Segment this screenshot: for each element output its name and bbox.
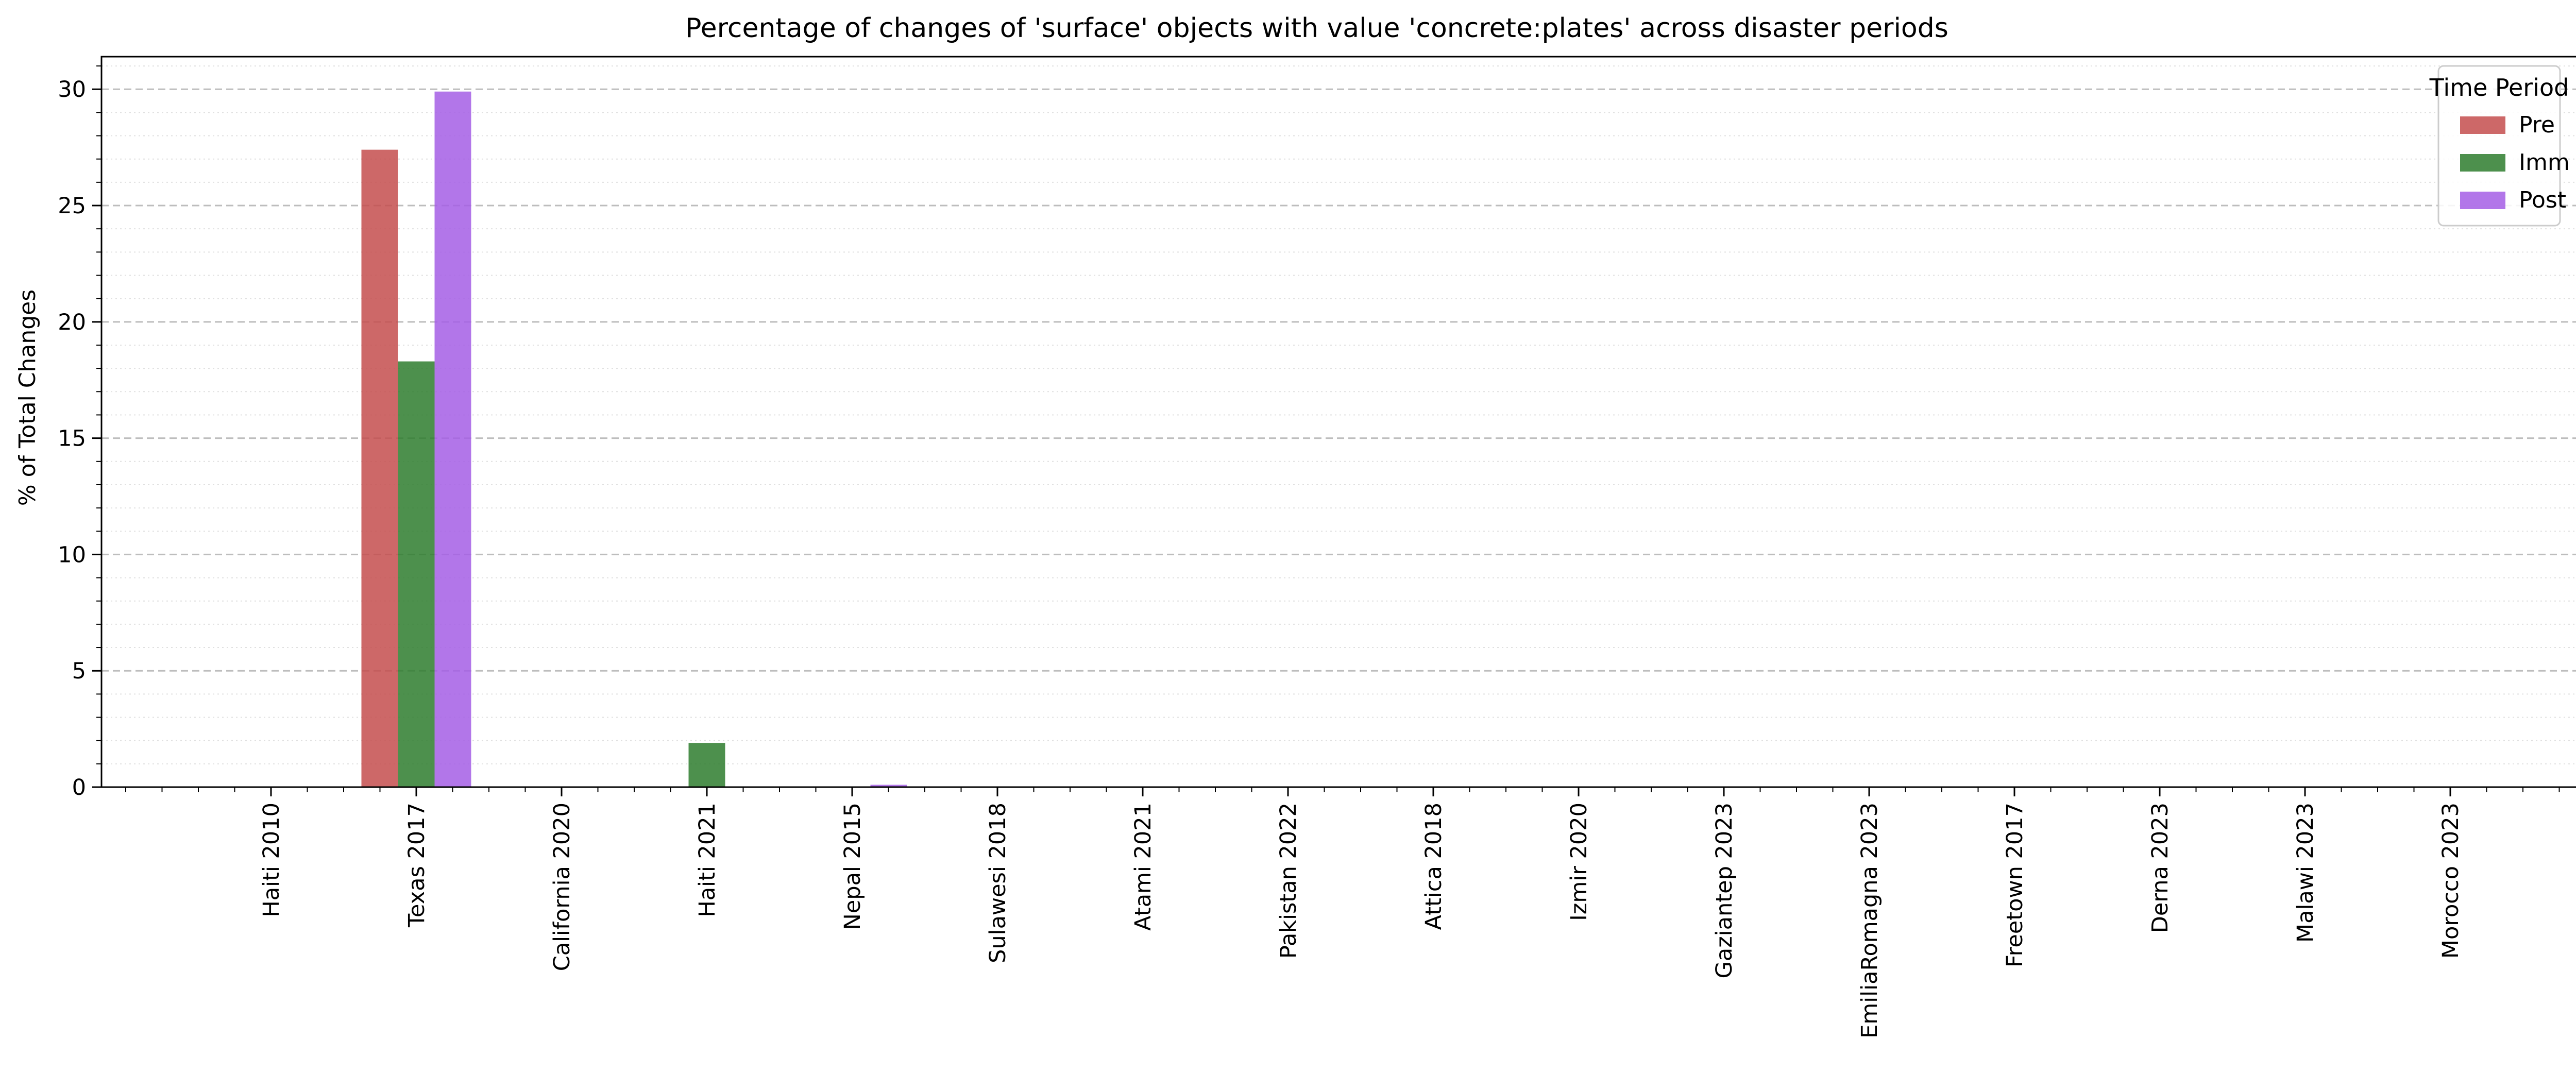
y-axis: 0 5 10 15 20 25 30 bbox=[58, 65, 101, 801]
bar-pre-texas-2017 bbox=[361, 149, 398, 787]
y-tick-label: 20 bbox=[58, 310, 86, 335]
y-tick-label: 25 bbox=[58, 193, 86, 219]
x-axis: Haiti 2010 Texas 2017 California 2020 Haiti… bbox=[125, 787, 2560, 1038]
chart-title: Percentage of changes of 'surface' objec… bbox=[685, 13, 1948, 44]
x-tick-label: California 2020 bbox=[549, 803, 575, 971]
grid-lines bbox=[101, 65, 2576, 764]
x-tick-label: Attica 2018 bbox=[1421, 803, 1447, 930]
legend-label-pre: Pre bbox=[2519, 112, 2555, 138]
x-tick-label: Gaziantep 2023 bbox=[1711, 803, 1737, 979]
y-tick-label: 10 bbox=[58, 542, 86, 568]
y-tick-label: 30 bbox=[58, 77, 86, 103]
y-axis-label: % of Total Changes bbox=[14, 289, 41, 506]
bar-post-texas-2017 bbox=[434, 91, 471, 787]
y-tick-label: 5 bbox=[72, 658, 86, 684]
legend-swatch-imm bbox=[2460, 154, 2505, 172]
x-tick-label: Pakistan 2022 bbox=[1276, 803, 1301, 959]
bar-imm-haiti-2021 bbox=[688, 743, 725, 787]
legend-label-post: Post bbox=[2519, 187, 2566, 213]
legend-swatch-pre bbox=[2460, 116, 2505, 134]
x-tick-label: Izmir 2020 bbox=[1566, 803, 1592, 921]
bar-imm-texas-2017 bbox=[398, 361, 435, 787]
legend: Time Period Pre Imm Post bbox=[2429, 65, 2570, 227]
y-tick-label: 0 bbox=[72, 775, 86, 801]
x-tick-label: Nepal 2015 bbox=[840, 803, 866, 930]
legend-label-imm: Imm bbox=[2519, 149, 2570, 176]
legend-title: Time Period bbox=[2429, 74, 2569, 101]
x-tick-label: Morocco 2023 bbox=[2438, 803, 2464, 959]
bar-post-nepal-2015 bbox=[870, 785, 907, 787]
x-tick-label: Freetown 2017 bbox=[2002, 803, 2028, 967]
x-tick-label: Malawi 2023 bbox=[2293, 803, 2318, 943]
x-tick-label: Haiti 2010 bbox=[259, 803, 284, 917]
x-tick-label: Sulawesi 2018 bbox=[985, 803, 1011, 963]
x-tick-label: Atami 2021 bbox=[1130, 803, 1156, 931]
legend-box bbox=[2437, 65, 2561, 227]
x-tick-label: EmiliaRomagna 2023 bbox=[1857, 803, 1883, 1038]
x-tick-label: Derna 2023 bbox=[2147, 803, 2173, 933]
legend-swatch-post bbox=[2460, 192, 2505, 209]
x-tick-label: Texas 2017 bbox=[404, 803, 430, 928]
x-tick-label: Haiti 2021 bbox=[694, 803, 720, 917]
y-tick-label: 15 bbox=[58, 426, 86, 452]
plot-frame bbox=[100, 56, 2576, 788]
bars bbox=[361, 91, 907, 787]
